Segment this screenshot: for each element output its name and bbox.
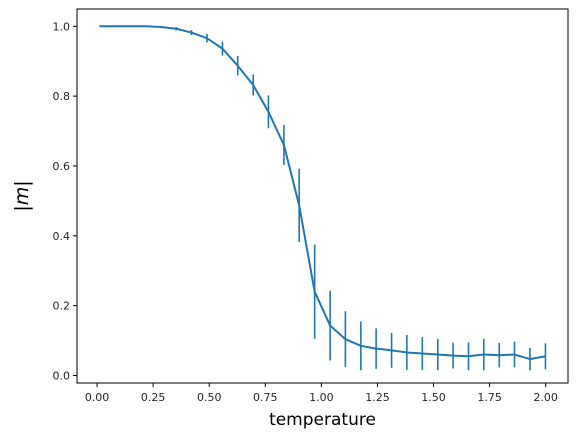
y-axis-label: |m| — [11, 180, 33, 211]
series-line — [99, 25, 546, 361]
y-tick-label: 0.0 — [53, 369, 71, 382]
x-axis: 0.00 0.25 0.50 0.75 1.00 1.25 1.50 1.75 2.00 — [85, 383, 558, 404]
y-tick-label: 0.6 — [53, 160, 71, 173]
plot-frame — [76, 8, 569, 384]
x-tick-label: 1.50 — [421, 391, 446, 404]
y-tick-label: 1.0 — [53, 20, 71, 33]
x-tick-label: 0.25 — [141, 391, 166, 404]
error-bars — [159, 26, 547, 371]
y-tick-label: 0.8 — [53, 90, 71, 103]
x-tick-label: 1.75 — [477, 391, 502, 404]
x-tick-label: 0.50 — [197, 391, 222, 404]
x-tick-label: 2.00 — [533, 391, 558, 404]
x-tick-label: 0.00 — [85, 391, 110, 404]
y-tick-label: 0.4 — [53, 230, 71, 243]
y-axis: 0.0 0.2 0.4 0.6 0.8 1.0 — [53, 20, 77, 382]
x-tick-label: 0.75 — [253, 391, 278, 404]
x-tick-label: 1.25 — [365, 391, 390, 404]
x-axis-label: temperature — [269, 410, 376, 430]
x-tick-label: 1.00 — [309, 391, 334, 404]
y-tick-label: 0.2 — [53, 300, 71, 313]
